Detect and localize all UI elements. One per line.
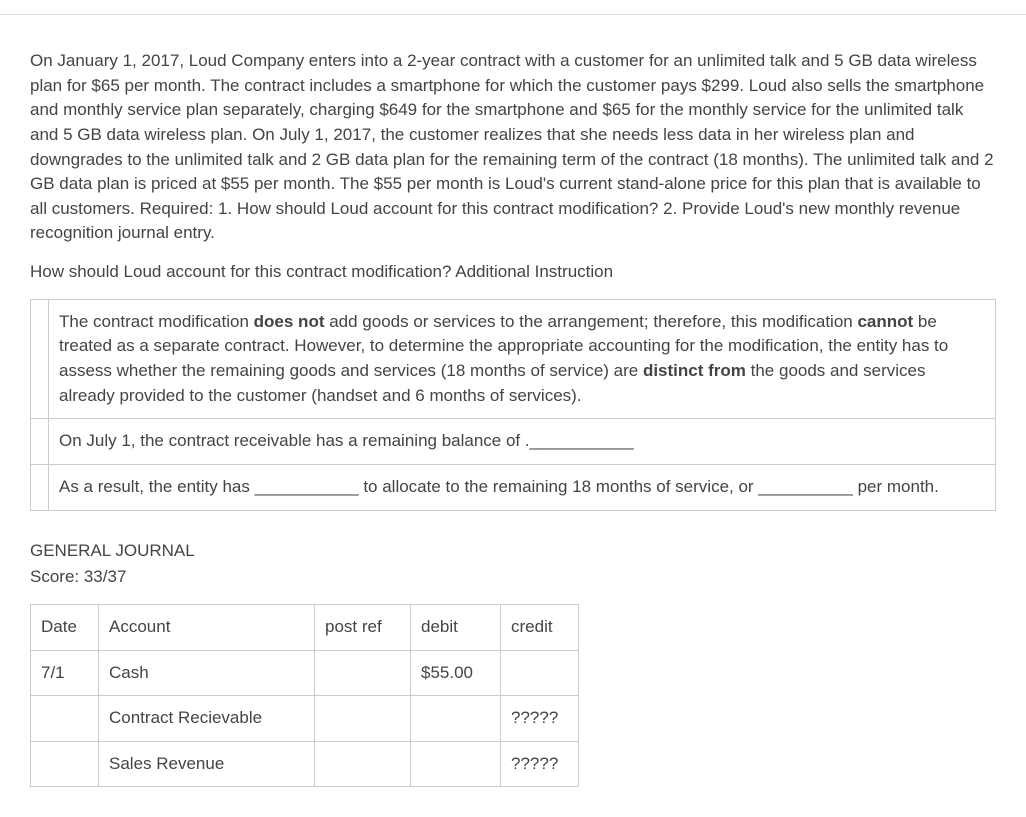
col-header-debit: debit — [411, 604, 501, 650]
row-handle — [31, 300, 49, 419]
bold-text: distinct from — [643, 361, 746, 380]
instruction-line: How should Loud account for this contrac… — [30, 260, 996, 285]
cell-date[interactable] — [31, 696, 99, 742]
answer-boxes: The contract modification does not add g… — [30, 299, 996, 511]
cell-debit[interactable]: $55.00 — [411, 650, 501, 696]
cell-credit[interactable]: ????? — [501, 741, 579, 787]
table-row: Sales Revenue ????? — [31, 741, 579, 787]
cell-debit[interactable] — [411, 696, 501, 742]
journal-table: Date Account post ref debit credit 7/1 C… — [30, 604, 579, 788]
problem-text: On January 1, 2017, Loud Company enters … — [30, 49, 996, 246]
cell-debit[interactable] — [411, 741, 501, 787]
row-handle — [31, 419, 49, 464]
col-header-postref: post ref — [315, 604, 411, 650]
text: The contract modification — [59, 312, 254, 331]
table-row: Contract Recievable ????? — [31, 696, 579, 742]
bold-text: does not — [254, 312, 325, 331]
score-line: Score: 33/37 — [30, 565, 996, 590]
col-header-date: Date — [31, 604, 99, 650]
col-header-credit: credit — [501, 604, 579, 650]
text: add goods or services to the arrangement… — [325, 312, 858, 331]
journal-title: GENERAL JOURNAL — [30, 539, 996, 564]
cell-postref[interactable] — [315, 650, 411, 696]
cell-date[interactable]: 7/1 — [31, 650, 99, 696]
col-header-account: Account — [99, 604, 315, 650]
cell-postref[interactable] — [315, 696, 411, 742]
cell-credit[interactable] — [501, 650, 579, 696]
row-handle — [31, 465, 49, 510]
cell-account[interactable]: Contract Recievable — [99, 696, 315, 742]
cell-account[interactable]: Sales Revenue — [99, 741, 315, 787]
box-row-2: On July 1, the contract receivable has a… — [49, 419, 995, 464]
table-row: 7/1 Cash $55.00 — [31, 650, 579, 696]
box-row-3: As a result, the entity has ___________ … — [49, 465, 995, 510]
box-row-1: The contract modification does not add g… — [49, 300, 995, 419]
bold-text: cannot — [857, 312, 913, 331]
cell-credit[interactable]: ????? — [501, 696, 579, 742]
cell-postref[interactable] — [315, 741, 411, 787]
cell-account[interactable]: Cash — [99, 650, 315, 696]
cell-date[interactable] — [31, 741, 99, 787]
